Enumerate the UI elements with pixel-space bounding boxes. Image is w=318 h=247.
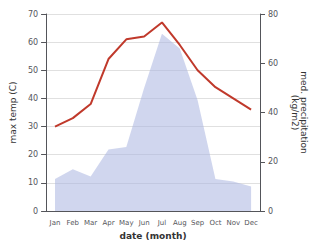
svg-text:20: 20 [28, 150, 38, 159]
svg-text:May: May [119, 219, 133, 227]
svg-text:Aug: Aug [173, 219, 187, 227]
svg-text:80: 80 [268, 10, 278, 19]
svg-text:Apr: Apr [102, 219, 114, 227]
svg-text:30: 30 [28, 122, 38, 131]
svg-text:Dec: Dec [244, 219, 258, 227]
svg-text:70: 70 [28, 10, 38, 19]
svg-text:date (month): date (month) [120, 231, 187, 241]
svg-text:40: 40 [28, 94, 38, 103]
svg-text:Nov: Nov [226, 219, 240, 227]
svg-text:Jan: Jan [49, 219, 61, 227]
svg-text:max temp (C): max temp (C) [8, 81, 18, 143]
svg-text:Feb: Feb [67, 219, 80, 227]
svg-text:0: 0 [268, 207, 273, 216]
svg-text:Mar: Mar [84, 219, 97, 227]
svg-text:Jul: Jul [157, 219, 167, 227]
svg-text:0: 0 [33, 207, 38, 216]
svg-text:40: 40 [268, 108, 278, 117]
svg-text:Jun: Jun [138, 219, 150, 227]
svg-text:20: 20 [268, 157, 278, 166]
svg-text:med. precipitation: med. precipitation [298, 71, 309, 154]
svg-text:60: 60 [28, 38, 38, 47]
svg-text:(kg/m2): (kg/m2) [290, 95, 300, 130]
svg-text:60: 60 [268, 59, 278, 68]
svg-text:50: 50 [28, 66, 38, 75]
svg-text:Sep: Sep [191, 219, 205, 227]
svg-text:Oct: Oct [209, 219, 221, 227]
svg-text:10: 10 [28, 178, 38, 187]
